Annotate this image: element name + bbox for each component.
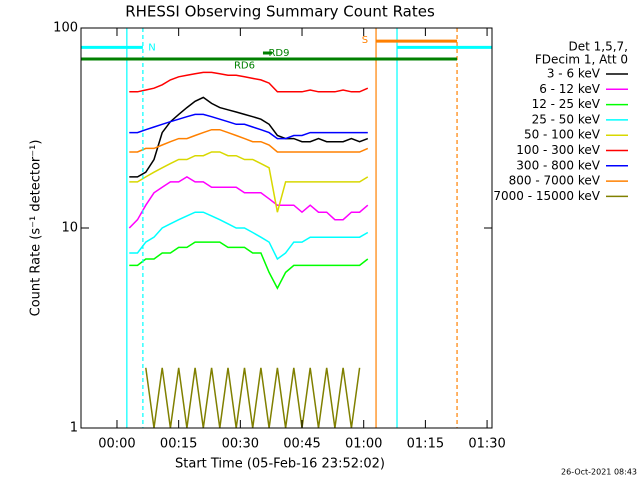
series-line bbox=[129, 71, 369, 93]
timestamp: 26-Oct-2021 08:43 bbox=[561, 468, 637, 477]
annotation: S bbox=[362, 35, 368, 46]
legend-label: 3 - 6 keV bbox=[547, 67, 601, 81]
legend-label: 25 - 50 keV bbox=[532, 112, 601, 126]
x-tick-label: 01:15 bbox=[407, 437, 444, 452]
series-line bbox=[129, 211, 369, 261]
legend-header: FDecim 1, Att 0 bbox=[535, 53, 628, 67]
series-line bbox=[129, 241, 369, 290]
series-line bbox=[128, 176, 369, 229]
legend-label: 50 - 100 keV bbox=[524, 128, 601, 142]
x-tick-label: 00:15 bbox=[160, 437, 197, 452]
x-tick-label: 00:00 bbox=[98, 437, 135, 452]
legend-label: 100 - 300 keV bbox=[516, 143, 600, 157]
x-tick-label: 00:45 bbox=[283, 437, 320, 452]
annotation: N bbox=[148, 42, 155, 53]
annotation: RD6 bbox=[234, 60, 255, 71]
series-line bbox=[129, 128, 369, 153]
x-axis-label: Start Time (05-Feb-16 23:52:02) bbox=[175, 457, 385, 472]
legend-header: Det 1,5,7, bbox=[569, 40, 629, 54]
x-tick-label: 01:30 bbox=[468, 437, 505, 452]
y-tick-label: 1 bbox=[70, 421, 78, 436]
legend-label: 800 - 7000 keV bbox=[509, 174, 601, 188]
legend-label: 300 - 800 keV bbox=[516, 158, 600, 172]
chart-title: RHESSI Observing Summary Count Rates bbox=[125, 3, 435, 21]
x-tick-label: 00:30 bbox=[222, 437, 259, 452]
series-line bbox=[145, 367, 361, 429]
series-line bbox=[129, 96, 369, 178]
series-line bbox=[129, 151, 369, 213]
y-axis-label: Count Rate (s⁻¹ detector⁻¹) bbox=[29, 140, 44, 317]
series-line bbox=[129, 113, 368, 140]
legend-label: 12 - 25 keV bbox=[532, 97, 601, 111]
x-tick-label: 01:00 bbox=[345, 437, 382, 452]
legend-label: 7000 - 15000 keV bbox=[493, 189, 600, 203]
legend-label: 6 - 12 keV bbox=[539, 82, 601, 96]
annotation: RD9 bbox=[268, 48, 289, 59]
y-tick-label: 10 bbox=[61, 221, 78, 236]
y-tick-label: 100 bbox=[53, 21, 78, 36]
